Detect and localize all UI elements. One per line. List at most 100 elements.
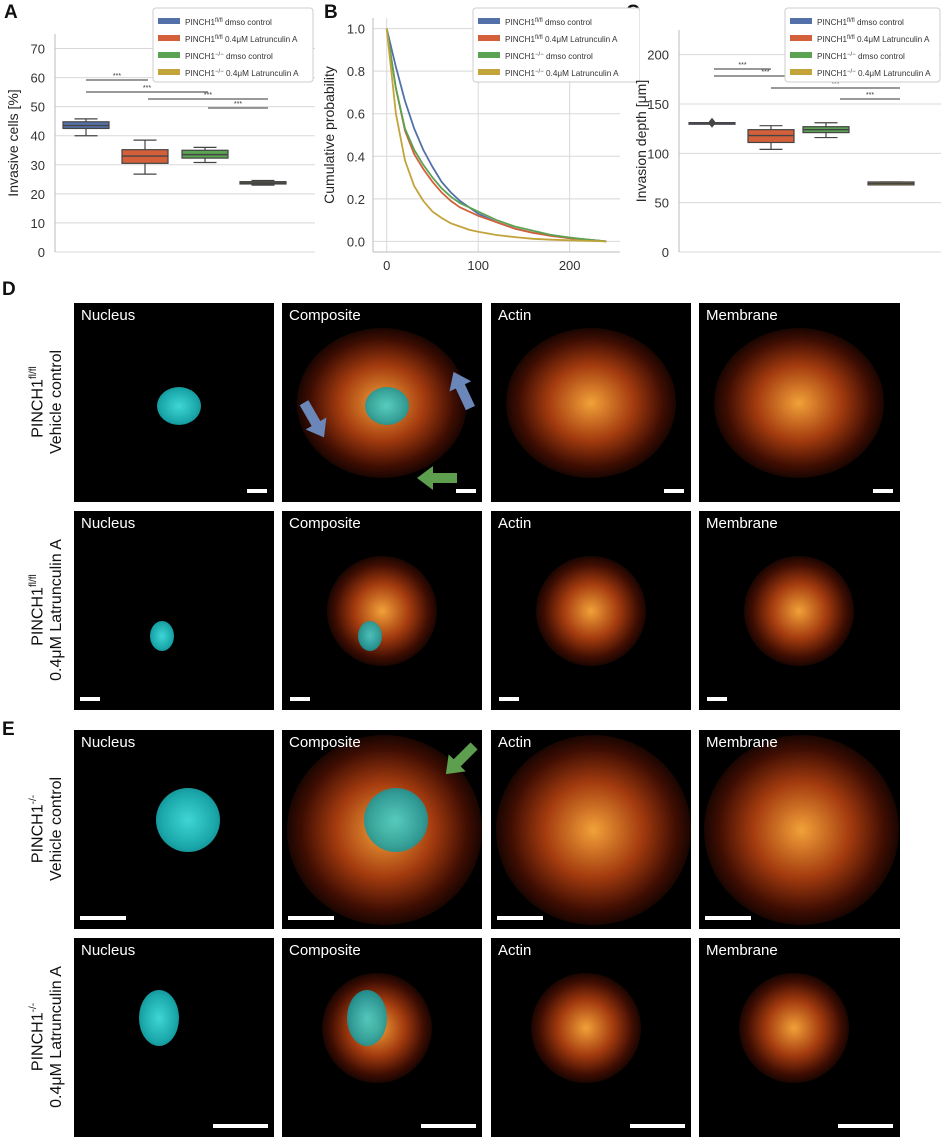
legend-entry: PINCH1fl/fl 0.4μM Latrunculin A: [185, 35, 298, 44]
y-tick-label: 0.6: [347, 107, 365, 122]
tile-label: Membrane: [706, 734, 778, 751]
cell-signal: [739, 973, 849, 1083]
scale-bar: [288, 916, 334, 920]
y-tick-label: 100: [647, 146, 669, 161]
tile-label: Composite: [289, 307, 361, 324]
row-label: PINCH1-/- Vehicle control: [24, 729, 66, 929]
panel-letter-e: E: [2, 719, 15, 740]
microscopy-tile-nucleus: Nucleus: [74, 938, 274, 1137]
scale-bar: [838, 1124, 893, 1128]
tile-label: Composite: [289, 942, 361, 959]
cell-signal: [536, 556, 646, 666]
cell-signal: [506, 328, 676, 478]
legend-box: [784, 7, 941, 83]
row-label: PINCH1fl/fl Vehicle control: [24, 302, 66, 502]
legend-swatch: [478, 18, 500, 24]
legend-box: [152, 7, 314, 83]
y-axis-label: Invasive cells [%]: [5, 89, 21, 196]
legend-swatch: [790, 35, 812, 41]
y-tick-label: 1.0: [347, 22, 365, 37]
legend-swatch: [158, 52, 180, 58]
row-label: PINCH1fl/fl 0.4μM Latrunculin A: [24, 510, 66, 710]
legend-swatch: [158, 69, 180, 75]
legend-entry: PINCH1−/− dmso control: [185, 52, 273, 61]
scale-bar: [80, 697, 100, 701]
scale-bar: [499, 697, 519, 701]
nucleus-signal: [157, 387, 201, 425]
panel-letter-a: A: [4, 2, 18, 23]
outlier-point: [708, 117, 716, 128]
tile-label: Membrane: [706, 942, 778, 959]
microscopy-tile-nucleus: Nucleus: [74, 511, 274, 710]
series-line: [385, 28, 607, 243]
tile-label: Nucleus: [81, 942, 136, 959]
series-line: [385, 28, 607, 243]
panel-letter-b: B: [324, 2, 338, 23]
microscopy-tile-membrane: Membrane: [699, 730, 900, 929]
series-line: [385, 28, 607, 243]
microscopy-tile-actin: Actin: [491, 303, 691, 502]
green-arrow-icon: [437, 737, 482, 782]
legend-swatch: [790, 18, 812, 24]
significance-label: ***: [234, 101, 242, 108]
legend-entry: PINCH1−/− 0.4μM Latrunculin A: [505, 69, 619, 78]
microscopy-tile-actin: Actin: [491, 511, 691, 710]
y-tick-label: 0.2: [347, 192, 365, 207]
x-tick-label: 100: [467, 258, 489, 273]
scale-bar: [213, 1124, 268, 1128]
legend-entry: PINCH1fl/fl dmso control: [185, 18, 272, 27]
row-label-genotype: PINCH1fl/fl: [28, 366, 47, 438]
legend-swatch: [158, 35, 180, 41]
tile-label: Composite: [289, 734, 361, 751]
microscopy-tile-composite: Composite: [282, 730, 482, 929]
legend-entry: PINCH1−/− dmso control: [505, 52, 593, 61]
y-tick-label: 20: [31, 187, 45, 202]
legend-swatch: [478, 35, 500, 41]
tile-label: Nucleus: [81, 515, 136, 532]
cell-signal: [744, 556, 854, 666]
y-tick-label: 50: [655, 196, 669, 211]
legend-entry: PINCH1−/− dmso control: [817, 52, 905, 61]
y-tick-label: 50: [31, 100, 45, 115]
row-label-treatment: 0.4μM Latrunculin A: [48, 539, 66, 681]
tile-label: Actin: [498, 307, 532, 324]
panel-letter-d: D: [2, 279, 16, 300]
legend-swatch: [790, 52, 812, 58]
microscopy-tile-membrane: Membrane: [699, 938, 900, 1137]
y-tick-label: 200: [647, 48, 669, 63]
scale-bar: [290, 697, 310, 701]
legend-entry: PINCH1fl/fl 0.4μM Latrunculin A: [817, 35, 930, 44]
scale-bar: [873, 489, 893, 493]
cumulative-probability-chart: 0.0 0.2 0.4 0.6 0.8 1.0 0 100 200 Depth [μm] Cumul…: [321, 7, 640, 275]
tile-label: Membrane: [706, 307, 778, 324]
invasion-depth-boxplot: 0 50 100 150 200 Invasion depth [μm] *** *** ***…: [633, 7, 941, 260]
legend-swatch: [478, 69, 500, 75]
blue-arrow-icon: [294, 397, 335, 444]
significance-label: ***: [113, 73, 121, 80]
invasive-cells-boxplot: 0 10 20 30 40 50 60 70 Invasive cells [%] *** *** *…: [5, 7, 315, 260]
legend-entry: PINCH1fl/fl 0.4μM Latrunculin A: [505, 35, 618, 44]
nucleus-signal: [365, 387, 409, 425]
y-tick-label: 0.8: [347, 64, 365, 79]
scale-bar: [707, 697, 727, 701]
y-tick-label: 70: [31, 42, 45, 57]
cell-signal: [327, 556, 437, 666]
row-label-treatment: 0.4μM Latrunculin A: [48, 966, 66, 1108]
legend-entry: PINCH1fl/fl dmso control: [817, 18, 904, 27]
legend-swatch: [790, 69, 812, 75]
significance-label: ***: [738, 62, 746, 69]
nucleus-signal: [139, 990, 179, 1046]
microscopy-tile-actin: Actin: [491, 730, 691, 929]
nucleus-signal: [150, 621, 174, 651]
row-label: PINCH1-/- 0.4μM Latrunculin A: [24, 937, 66, 1137]
blue-arrow-icon: [443, 367, 482, 413]
microscopy-tile-composite: Composite: [282, 511, 482, 710]
y-tick-label: 150: [647, 97, 669, 112]
row-label-treatment: Vehicle control: [48, 776, 66, 882]
legend-swatch: [158, 18, 180, 24]
microscopy-tile-composite: Composite: [282, 303, 482, 502]
significance-label: ***: [761, 69, 769, 76]
significance-label: ***: [831, 81, 839, 88]
microscopy-tile-actin: Actin: [491, 938, 691, 1137]
microscopy-tile-membrane: Membrane: [699, 511, 900, 710]
